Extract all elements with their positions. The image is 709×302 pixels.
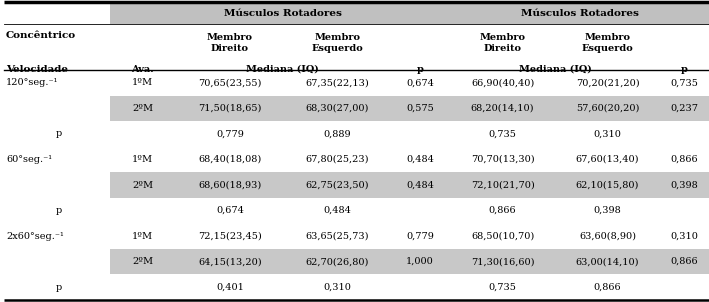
Text: 63,60(8,90): 63,60(8,90) [579,232,636,241]
Text: 0,866: 0,866 [593,283,621,292]
Text: 67,60(13,40): 67,60(13,40) [576,155,640,164]
Text: 0,310: 0,310 [593,129,621,138]
Text: 0,398: 0,398 [671,181,698,189]
Text: p: p [56,206,62,215]
Text: 71,50(18,65): 71,50(18,65) [199,104,262,113]
Text: 62,70(26,80): 62,70(26,80) [306,257,369,266]
Text: 0,310: 0,310 [671,232,698,241]
Text: 0,398: 0,398 [593,206,621,215]
Text: 0,674: 0,674 [216,206,244,215]
Text: 1ºM: 1ºM [132,155,153,164]
Text: 0,674: 0,674 [406,78,434,87]
Text: 0,401: 0,401 [216,283,244,292]
Text: Membro
Direito: Membro Direito [479,33,525,53]
Bar [390,2,709,24]
Text: Membro
Esquerdo: Membro Esquerdo [581,33,633,53]
Text: 0,779: 0,779 [406,232,434,241]
Text: 72,15(23,45): 72,15(23,45) [198,232,262,241]
Text: 62,75(23,50): 62,75(23,50) [306,181,369,189]
Text: 0,866: 0,866 [489,206,516,215]
Text: 68,50(10,70): 68,50(10,70) [471,232,534,241]
Text: Ava.: Ava. [131,65,154,74]
Text: 0,484: 0,484 [406,155,434,164]
Text: 68,40(18,08): 68,40(18,08) [199,155,262,164]
Text: 0,889: 0,889 [324,129,352,138]
Text: p: p [56,283,62,292]
Text: 70,65(23,55): 70,65(23,55) [199,78,262,87]
Bar [110,172,709,198]
Text: 70,20(21,20): 70,20(21,20) [576,78,640,87]
Text: 0,484: 0,484 [323,206,352,215]
Text: 0,310: 0,310 [323,283,352,292]
Text: 0,866: 0,866 [671,257,698,266]
Text: Mediana (IQ): Mediana (IQ) [246,65,319,74]
Text: 67,80(25,23): 67,80(25,23) [306,155,369,164]
Text: 68,30(27,00): 68,30(27,00) [306,104,369,113]
Text: 63,00(14,10): 63,00(14,10) [576,257,640,266]
Text: 63,65(25,73): 63,65(25,73) [306,232,369,241]
Text: 0,575: 0,575 [406,104,434,113]
Text: 68,20(14,10): 68,20(14,10) [471,104,535,113]
Text: 66,90(40,40): 66,90(40,40) [471,78,534,87]
Text: Músculos Rotadores: Músculos Rotadores [223,8,342,18]
Text: Mediana (IQ): Mediana (IQ) [518,65,591,74]
Text: Membro
Esquerdo: Membro Esquerdo [312,33,364,53]
Text: p: p [681,65,688,74]
Bar [110,2,390,24]
Text: 1ºM: 1ºM [132,78,153,87]
Text: 62,10(15,80): 62,10(15,80) [576,181,640,189]
Text: 0,735: 0,735 [671,78,698,87]
Text: 120°seg.⁻¹: 120°seg.⁻¹ [6,78,59,87]
Text: 64,15(13,20): 64,15(13,20) [199,257,262,266]
Text: Membro
Direito: Membro Direito [207,33,253,53]
Text: 0,735: 0,735 [489,129,516,138]
Bar [110,95,709,121]
Text: Concêntrico: Concêntrico [6,31,76,40]
Text: 1ºM: 1ºM [132,232,153,241]
Text: Músculos Rotadores: Músculos Rotadores [520,8,638,18]
Text: 67,35(22,13): 67,35(22,13) [306,78,369,87]
Text: 0,779: 0,779 [216,129,244,138]
Text: 0,735: 0,735 [489,283,516,292]
Text: 0,866: 0,866 [671,155,698,164]
Text: 0,484: 0,484 [406,181,434,189]
Text: 2ºM: 2ºM [132,104,153,113]
Text: 2ºM: 2ºM [132,257,153,266]
Text: p: p [417,65,423,74]
Text: 71,30(16,60): 71,30(16,60) [471,257,535,266]
Bar [110,249,709,275]
Text: 72,10(21,70): 72,10(21,70) [471,181,535,189]
Text: 2ºM: 2ºM [132,181,153,189]
Text: 68,60(18,93): 68,60(18,93) [199,181,262,189]
Text: 2x60°seg.⁻¹: 2x60°seg.⁻¹ [6,232,64,241]
Text: 1,000: 1,000 [406,257,434,266]
Text: 57,60(20,20): 57,60(20,20) [576,104,640,113]
Text: p: p [56,129,62,138]
Text: 0,237: 0,237 [671,104,698,113]
Text: Velocidade: Velocidade [6,65,68,74]
Text: 70,70(13,30): 70,70(13,30) [471,155,535,164]
Text: 60°seg.⁻¹: 60°seg.⁻¹ [6,155,52,164]
